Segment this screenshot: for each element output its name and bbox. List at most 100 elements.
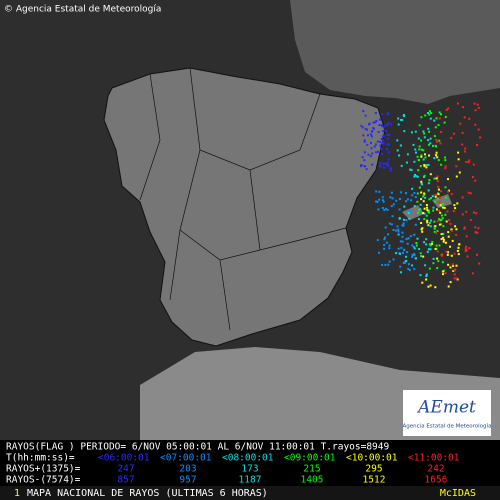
- strike: [405, 255, 407, 258]
- strike: [441, 206, 444, 209]
- strike: [378, 251, 380, 254]
- strike: [442, 232, 445, 235]
- balearic: [432, 194, 452, 208]
- strike: [388, 133, 391, 136]
- strike: [461, 143, 464, 146]
- strike: [427, 210, 430, 213]
- strike: [405, 238, 408, 241]
- strike: [406, 153, 409, 156]
- strike: [401, 231, 404, 234]
- strike: [435, 208, 438, 211]
- strike: [444, 213, 447, 216]
- strike: [453, 277, 456, 280]
- strike: [465, 245, 468, 248]
- strike: [429, 142, 432, 145]
- strike: [438, 223, 441, 226]
- strike: [444, 167, 447, 170]
- strike: [439, 142, 442, 145]
- strike: [403, 248, 406, 251]
- strike: [429, 284, 432, 287]
- strike: [422, 195, 425, 198]
- strike: [385, 207, 387, 210]
- strike: [452, 270, 455, 272]
- strike: [442, 238, 445, 241]
- strike: [455, 277, 458, 280]
- positive-count: 295: [365, 464, 382, 475]
- strike: [417, 218, 420, 221]
- strike: [367, 134, 369, 137]
- strike: [444, 159, 447, 162]
- strike: [409, 235, 412, 238]
- strike: [384, 226, 387, 229]
- strike: [437, 188, 440, 191]
- strike: [366, 128, 368, 131]
- strike: [384, 124, 387, 127]
- strike: [423, 192, 426, 195]
- strike: [381, 152, 383, 155]
- logo-box: [403, 390, 491, 436]
- strike: [383, 238, 386, 241]
- strike: [383, 209, 386, 212]
- strike: [436, 267, 439, 269]
- strike: [402, 115, 405, 118]
- strike: [420, 198, 423, 201]
- strike: [381, 196, 384, 199]
- strike: [441, 270, 444, 273]
- strike: [363, 140, 366, 143]
- strike: [401, 224, 404, 227]
- strike: [385, 241, 388, 244]
- strike: [382, 126, 385, 129]
- strike: [463, 116, 466, 119]
- strike: [476, 231, 479, 234]
- strike: [454, 225, 457, 228]
- strike: [426, 206, 428, 209]
- strike: [415, 151, 417, 154]
- strike: [419, 165, 422, 167]
- strike: [371, 163, 374, 166]
- strike: [418, 208, 421, 211]
- strike: [450, 229, 453, 232]
- strike: [418, 248, 421, 250]
- strike: [427, 164, 430, 166]
- strike: [434, 247, 437, 250]
- strike: [398, 217, 401, 220]
- strike: [391, 197, 394, 200]
- strike: [383, 247, 386, 250]
- strike: [417, 211, 419, 214]
- strike: [446, 210, 449, 213]
- strike: [379, 141, 381, 143]
- strike: [417, 169, 420, 172]
- strike: [429, 110, 431, 113]
- strike: [388, 247, 391, 250]
- strike: [405, 200, 407, 203]
- strike: [422, 130, 425, 133]
- strike: [442, 225, 445, 228]
- strike: [396, 139, 399, 142]
- strike: [386, 163, 389, 166]
- strike: [461, 196, 464, 199]
- strike: [423, 164, 426, 166]
- strike: [424, 196, 427, 199]
- positive-count: 247: [117, 464, 134, 475]
- negative-count: 1656: [425, 475, 448, 486]
- strike: [383, 166, 386, 169]
- strike: [413, 247, 416, 250]
- strike: [446, 253, 449, 256]
- strike: [447, 235, 450, 238]
- strike: [435, 231, 437, 234]
- strike: [423, 218, 426, 221]
- strike: [412, 246, 415, 248]
- strike: [426, 208, 429, 211]
- strike: [418, 148, 421, 151]
- strike: [474, 123, 477, 126]
- strike: [450, 137, 453, 140]
- strike: [364, 127, 367, 130]
- strike: [464, 147, 467, 150]
- strike: [375, 200, 378, 203]
- strike: [378, 123, 381, 126]
- strike: [381, 162, 384, 165]
- strike: [474, 179, 477, 182]
- strike: [407, 263, 410, 266]
- footer-title: MAPA NACIONAL DE RAYOS (ULTIMAS 6 HORAS): [27, 488, 268, 499]
- strike: [413, 192, 416, 194]
